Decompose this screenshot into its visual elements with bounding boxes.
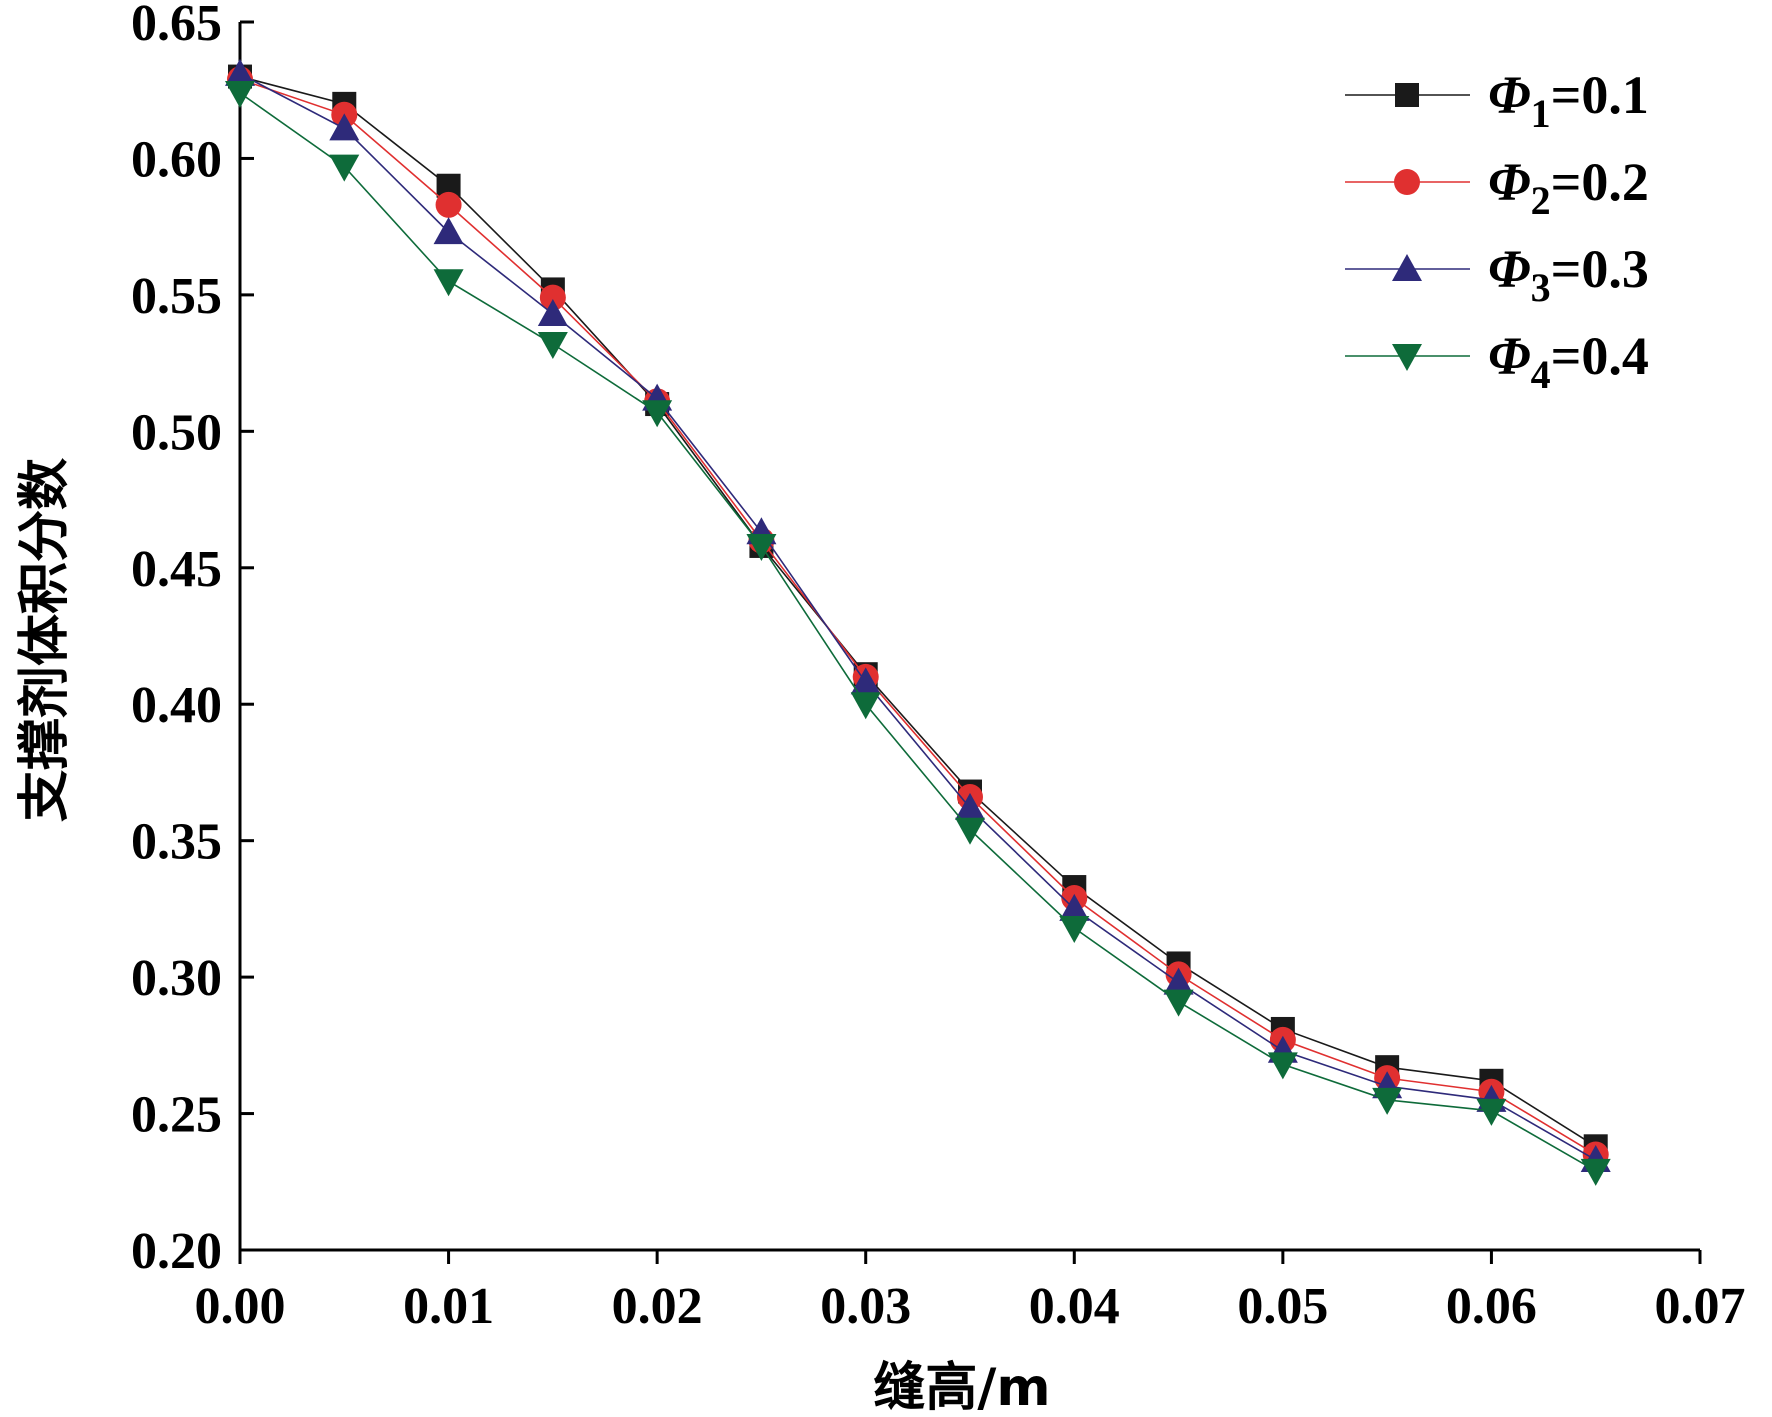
data-point bbox=[1059, 915, 1090, 943]
y-tick-label: 0.30 bbox=[131, 950, 222, 1007]
series-line bbox=[239, 92, 1597, 1172]
series-3 bbox=[225, 58, 1611, 1172]
y-tick-label: 0.65 bbox=[131, 0, 222, 52]
legend-item-4: Φ4=0.4 bbox=[1345, 326, 1649, 397]
data-point bbox=[1163, 967, 1194, 995]
legend-subscript: 2 bbox=[1531, 178, 1551, 223]
series-line bbox=[239, 78, 1597, 1156]
legend-label: Φ1=0.1 bbox=[1488, 65, 1649, 136]
data-point bbox=[1059, 893, 1090, 921]
data-point bbox=[537, 298, 568, 326]
data-point bbox=[1476, 1098, 1507, 1126]
legend-symbol: Φ bbox=[1488, 65, 1531, 125]
x-tick-label: 0.02 bbox=[612, 1278, 703, 1335]
x-tick-label: 0.07 bbox=[1655, 1278, 1746, 1335]
y-tick-label: 0.60 bbox=[131, 131, 222, 188]
y-tick-label: 0.25 bbox=[131, 1087, 222, 1144]
legend-subscript: 1 bbox=[1531, 91, 1551, 136]
y-tick-label: 0.40 bbox=[131, 677, 222, 734]
data-point bbox=[850, 667, 881, 695]
legend-item-3: Φ3=0.3 bbox=[1345, 239, 1649, 310]
y-axis-title: 支撑剂体积分数 bbox=[15, 458, 75, 822]
series-line bbox=[239, 73, 1597, 1161]
data-point bbox=[539, 284, 566, 311]
x-tick-label: 0.03 bbox=[820, 1278, 911, 1335]
legend-label: Φ3=0.3 bbox=[1488, 239, 1649, 310]
legend-marker bbox=[1394, 169, 1420, 195]
x-tick-label: 0.01 bbox=[403, 1278, 494, 1335]
legend-value: =0.1 bbox=[1551, 65, 1649, 125]
legend-value: =0.4 bbox=[1551, 326, 1649, 386]
data-point bbox=[642, 400, 673, 428]
x-tick-label: 0.00 bbox=[195, 1278, 286, 1335]
data-point bbox=[1163, 989, 1194, 1017]
legend-symbol: Φ bbox=[1488, 152, 1531, 212]
series-2 bbox=[227, 66, 1609, 1168]
data-point bbox=[955, 817, 985, 845]
legend-symbol: Φ bbox=[1488, 326, 1531, 386]
data-point bbox=[746, 533, 777, 561]
data-point bbox=[329, 113, 360, 141]
legend-item-2: Φ2=0.2 bbox=[1345, 152, 1649, 223]
x-tick-label: 0.04 bbox=[1029, 1278, 1120, 1335]
x-tick-label: 0.05 bbox=[1237, 1278, 1328, 1335]
legend-marker bbox=[1392, 254, 1422, 281]
data-point bbox=[537, 332, 568, 360]
data-point bbox=[1580, 1158, 1611, 1186]
legend-subscript: 3 bbox=[1531, 265, 1551, 310]
legend-symbol: Φ bbox=[1488, 239, 1531, 299]
axes: 0.00 0.01 0.02 0.03 0.04 0.05 0.06 0.07 0.20 0.25… bbox=[131, 0, 1746, 1335]
data-point bbox=[1372, 1087, 1403, 1115]
data-point bbox=[850, 692, 881, 720]
series-line bbox=[239, 75, 1597, 1147]
legend-marker bbox=[1395, 83, 1419, 107]
y-tick-label: 0.20 bbox=[131, 1223, 222, 1280]
y-tick-label: 0.35 bbox=[131, 814, 222, 871]
legend-label: Φ2=0.2 bbox=[1488, 152, 1649, 223]
series-4 bbox=[225, 80, 1611, 1186]
legend: Φ1=0.1Φ2=0.2Φ3=0.3Φ4=0.4 bbox=[1345, 65, 1649, 397]
data-point bbox=[225, 80, 255, 108]
x-axis-title: 缝高/m bbox=[873, 1358, 1050, 1417]
data-point bbox=[955, 792, 985, 820]
data-point bbox=[225, 58, 255, 86]
data-point bbox=[435, 191, 462, 218]
y-tick-label: 0.45 bbox=[131, 541, 222, 598]
x-tick-label: 0.06 bbox=[1446, 1278, 1537, 1335]
legend-value: =0.3 bbox=[1551, 239, 1649, 299]
y-tick-label: 0.50 bbox=[131, 404, 222, 461]
series-layer bbox=[225, 58, 1611, 1186]
data-point bbox=[1267, 1052, 1298, 1080]
data-point bbox=[329, 154, 360, 182]
legend-marker bbox=[1392, 344, 1422, 371]
data-point bbox=[433, 269, 464, 297]
data-point bbox=[433, 217, 464, 245]
legend-item-1: Φ1=0.1 bbox=[1345, 65, 1649, 136]
legend-subscript: 4 bbox=[1531, 352, 1551, 397]
series-1 bbox=[228, 64, 1608, 1159]
legend-label: Φ4=0.4 bbox=[1488, 326, 1649, 397]
y-tick-label: 0.55 bbox=[131, 268, 222, 325]
legend-value: =0.2 bbox=[1551, 152, 1649, 212]
